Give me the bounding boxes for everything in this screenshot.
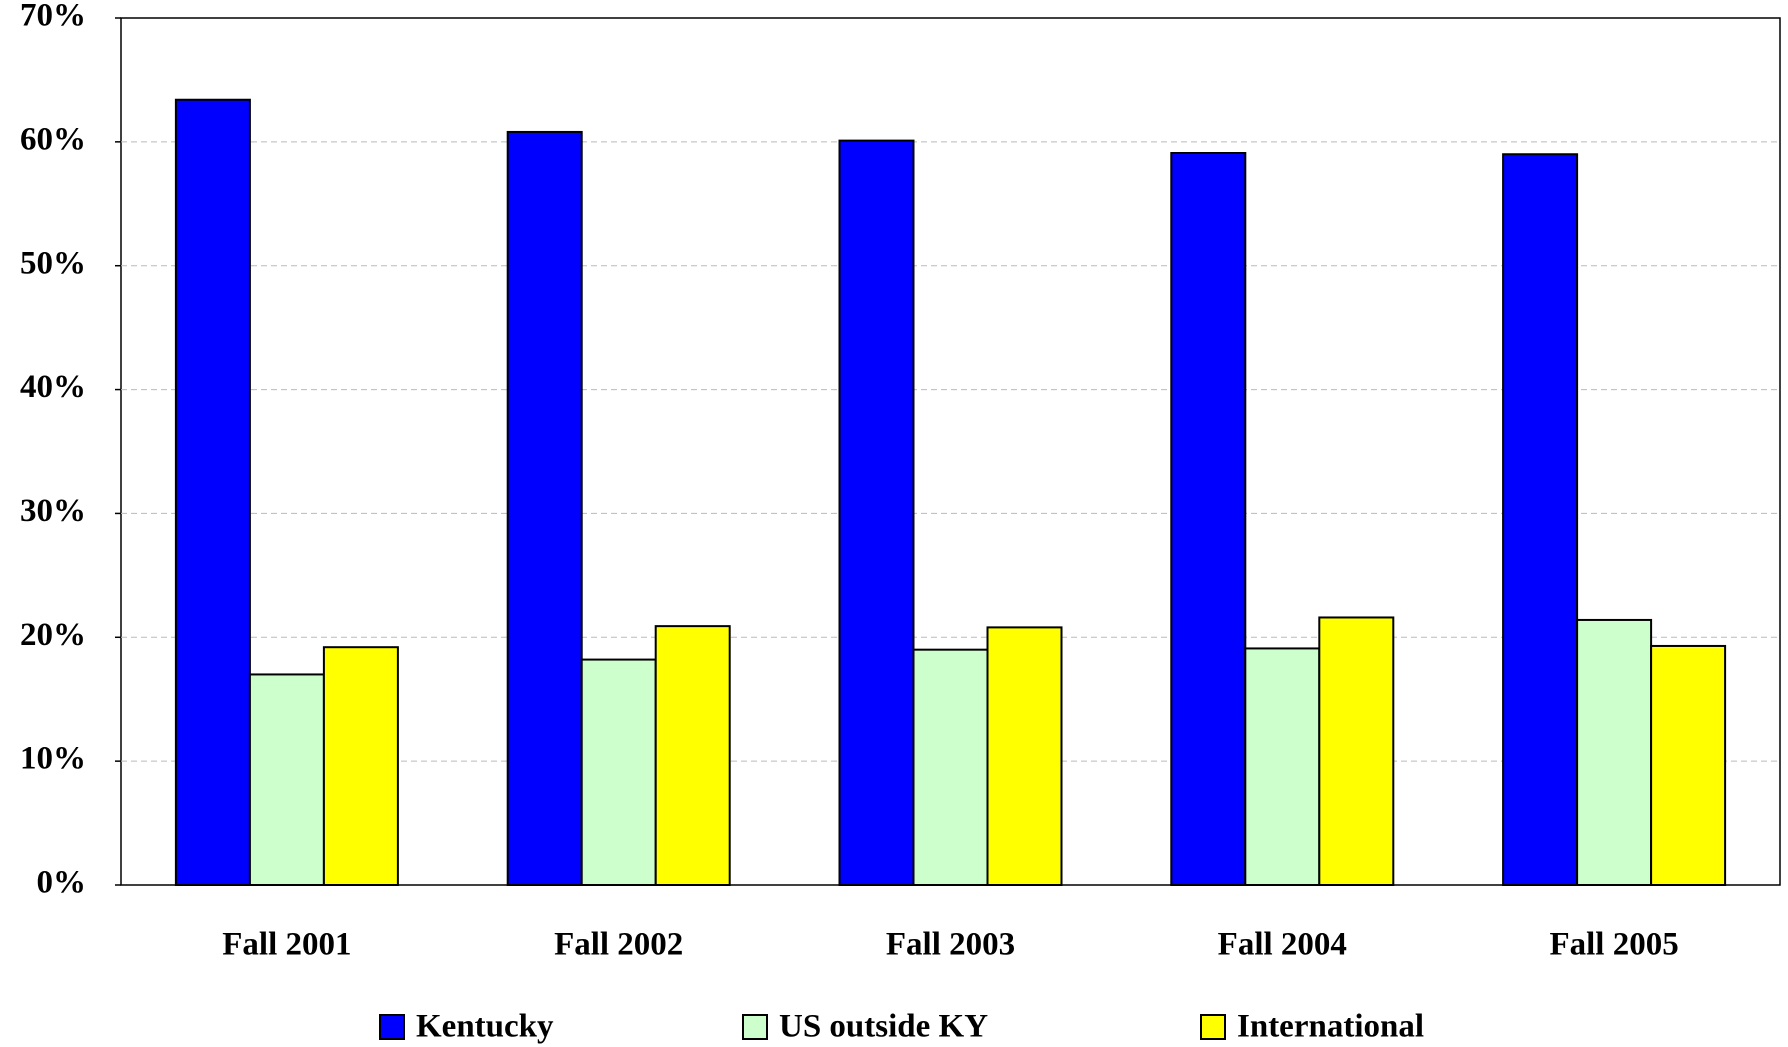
y-tick-label: 20% bbox=[20, 617, 86, 653]
y-tick-label: 50% bbox=[20, 245, 86, 281]
y-tick-label: 60% bbox=[20, 121, 86, 157]
bar bbox=[654, 625, 731, 886]
bar bbox=[322, 646, 399, 886]
bar bbox=[912, 648, 989, 887]
x-tick-label: Fall 2003 bbox=[886, 927, 1015, 963]
bar bbox=[506, 130, 583, 887]
legend-swatch bbox=[1200, 1014, 1226, 1040]
bar bbox=[1502, 153, 1579, 886]
y-tick-label: 40% bbox=[20, 369, 86, 405]
legend-label: International bbox=[1237, 1009, 1424, 1045]
bar bbox=[174, 98, 251, 886]
legend-swatch bbox=[379, 1014, 405, 1040]
bar bbox=[1650, 644, 1727, 886]
bar bbox=[986, 626, 1063, 886]
x-tick-label: Fall 2001 bbox=[222, 927, 351, 963]
legend-swatch bbox=[742, 1014, 768, 1040]
y-tick-label: 70% bbox=[20, 0, 86, 34]
x-tick-label: Fall 2002 bbox=[554, 927, 683, 963]
legend-label: US outside KY bbox=[779, 1009, 988, 1045]
y-tick-label: 30% bbox=[20, 493, 86, 529]
y-tick-label: 10% bbox=[20, 741, 86, 777]
bar bbox=[1244, 647, 1321, 886]
bar bbox=[1170, 152, 1247, 887]
legend-label: Kentucky bbox=[416, 1009, 554, 1045]
bar bbox=[1318, 616, 1395, 886]
x-tick-label: Fall 2004 bbox=[1218, 927, 1347, 963]
bar bbox=[248, 673, 325, 887]
bar bbox=[580, 658, 657, 887]
y-tick-label: 0% bbox=[37, 865, 87, 901]
bar bbox=[838, 139, 915, 886]
bar bbox=[1576, 618, 1653, 887]
x-tick-label: Fall 2005 bbox=[1549, 927, 1678, 963]
